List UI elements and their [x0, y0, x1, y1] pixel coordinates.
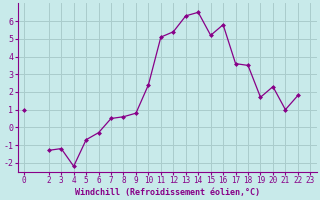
X-axis label: Windchill (Refroidissement éolien,°C): Windchill (Refroidissement éolien,°C)	[75, 188, 260, 197]
